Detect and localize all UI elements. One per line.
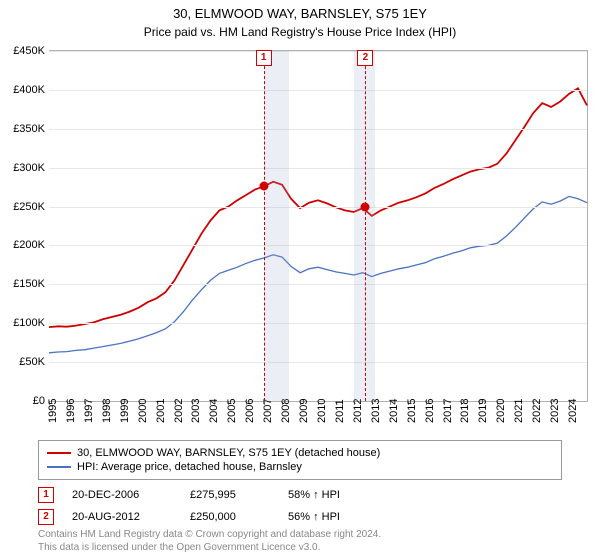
x-axis-label: 2001 (155, 399, 167, 423)
gridline (49, 284, 587, 285)
sale-price: £275,995 (190, 489, 270, 501)
x-axis-label: 2021 (513, 399, 525, 423)
legend-label: 30, ELMWOOD WAY, BARNSLEY, S75 1EY (deta… (77, 447, 380, 459)
x-axis-label: 2020 (495, 399, 507, 423)
gridline (49, 90, 587, 91)
footer-line-2: This data is licensed under the Open Gov… (38, 541, 381, 554)
gridline (49, 51, 587, 52)
footer-attribution: Contains HM Land Registry data © Crown c… (38, 528, 381, 554)
sale-marker-badge: 2 (357, 50, 373, 66)
y-axis-label: £250K (13, 201, 49, 213)
sale-dot (259, 182, 268, 191)
x-axis-label: 2007 (262, 399, 274, 423)
x-axis-label: 2012 (352, 399, 364, 423)
y-axis-label: £450K (13, 45, 49, 57)
sale-pct: 56% ↑ HPI (288, 511, 388, 523)
sale-pct: 58% ↑ HPI (288, 489, 388, 501)
y-axis-label: £300K (13, 162, 49, 174)
gridline (49, 323, 587, 324)
y-axis-label: £400K (13, 84, 49, 96)
x-axis-label: 2014 (388, 399, 400, 423)
legend-label: HPI: Average price, detached house, Barn… (77, 461, 302, 473)
x-axis-label: 2011 (334, 399, 346, 423)
series-line (49, 196, 587, 352)
gridline (49, 168, 587, 169)
sale-marker-line (365, 51, 366, 401)
x-axis-label: 2013 (370, 399, 382, 423)
x-axis-label: 1998 (101, 399, 113, 423)
sales-table: 1 20-DEC-2006 £275,995 58% ↑ HPI 2 20-AUG-201… (38, 484, 562, 528)
x-axis-label: 2018 (459, 399, 471, 423)
y-axis-label: £150K (13, 278, 49, 290)
shade-band (264, 51, 290, 401)
sale-row-badge: 1 (38, 487, 54, 503)
x-axis-label: 2010 (316, 399, 328, 423)
legend-swatch (47, 466, 71, 468)
x-axis-label: 2005 (226, 399, 238, 423)
sale-row: 1 20-DEC-2006 £275,995 58% ↑ HPI (38, 484, 562, 506)
gridline (49, 129, 587, 130)
x-axis-label: 2015 (406, 399, 418, 423)
x-axis-label: 2006 (244, 399, 256, 423)
sale-dot (361, 202, 370, 211)
chart-svg (49, 51, 587, 401)
series-line (49, 88, 587, 327)
gridline (49, 245, 587, 246)
y-axis-label: £200K (13, 239, 49, 251)
sale-marker-line (264, 51, 265, 401)
x-axis-label: 2016 (424, 399, 436, 423)
x-axis-label: 1997 (83, 399, 95, 423)
sale-price: £250,000 (190, 511, 270, 523)
y-axis-label: £100K (13, 317, 49, 329)
x-axis-label: 2009 (298, 399, 310, 423)
sale-date: 20-AUG-2012 (72, 511, 172, 523)
x-axis-label: 2017 (442, 399, 454, 423)
x-axis-label: 1999 (119, 399, 131, 423)
chart-legend: 30, ELMWOOD WAY, BARNSLEY, S75 1EY (deta… (38, 440, 562, 480)
x-axis-label: 2004 (208, 399, 220, 423)
x-axis-label: 2022 (531, 399, 543, 423)
legend-row: 30, ELMWOOD WAY, BARNSLEY, S75 1EY (deta… (47, 446, 553, 460)
x-axis-label: 2003 (190, 399, 202, 423)
sale-row-badge: 2 (38, 509, 54, 525)
chart-plot-area: £0£50K£100K£150K£200K£250K£300K£350K£400… (49, 50, 588, 402)
sale-marker-badge: 1 (256, 50, 272, 66)
sale-row: 2 20-AUG-2012 £250,000 56% ↑ HPI (38, 506, 562, 528)
x-axis-label: 2019 (477, 399, 489, 423)
x-axis-label: 1996 (65, 399, 77, 423)
x-axis-label: 2002 (173, 399, 185, 423)
sale-date: 20-DEC-2006 (72, 489, 172, 501)
gridline (49, 207, 587, 208)
chart-title: 30, ELMWOOD WAY, BARNSLEY, S75 1EY (0, 0, 600, 23)
chart-subtitle: Price paid vs. HM Land Registry's House … (0, 23, 600, 39)
legend-swatch (47, 452, 71, 454)
footer-line-1: Contains HM Land Registry data © Crown c… (38, 528, 381, 541)
x-axis-label: 2000 (137, 399, 149, 423)
gridline (49, 362, 587, 363)
y-axis-label: £350K (13, 123, 49, 135)
x-axis-label: 2023 (549, 399, 561, 423)
x-axis-label: 2024 (567, 399, 579, 423)
x-axis-label: 1995 (47, 399, 59, 423)
legend-row: HPI: Average price, detached house, Barn… (47, 460, 553, 474)
x-axis-label: 2008 (280, 399, 292, 423)
y-axis-label: £50K (19, 356, 49, 368)
